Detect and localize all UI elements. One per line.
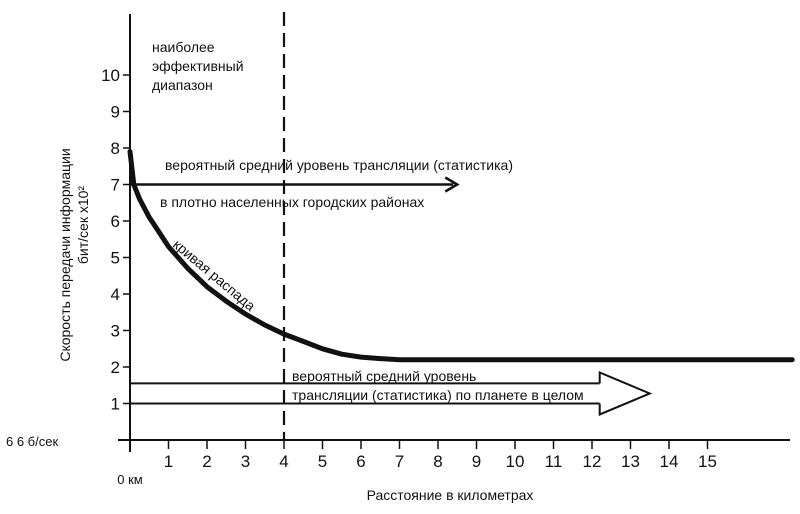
x-zero-label: 0 км (117, 472, 143, 487)
x-tick-label: 6 (356, 452, 365, 471)
axes (118, 14, 790, 452)
x-tick-label: 1 (164, 452, 173, 471)
y-tick-label: 6 (111, 212, 120, 231)
y-tick-label: 7 (111, 176, 120, 195)
x-tick-label: 3 (241, 452, 250, 471)
effective-range-label: диапазон (152, 77, 213, 93)
x-tick-label: 15 (698, 452, 717, 471)
y-axis-title-line1: Скорость передачи информации (57, 148, 73, 361)
x-axis-title: Расстояние в километрах (367, 487, 534, 503)
x-tick-label: 5 (318, 452, 327, 471)
x-tick-label: 7 (395, 452, 404, 471)
y-tick-label: 1 (111, 395, 120, 414)
x-tick-label: 2 (202, 452, 211, 471)
y-tick-label: 10 (101, 66, 120, 85)
y-tick-label: 8 (111, 139, 120, 158)
y-tick-label: 5 (111, 249, 120, 268)
global-level-label-2: трансляции (статистика) по планете в цел… (292, 387, 584, 403)
y-tick-label: 9 (111, 103, 120, 122)
effective-range-label: наиболее (152, 39, 215, 55)
y-baseline-label: 6 6 б/сек (6, 434, 58, 449)
y-tick-label: 4 (111, 285, 120, 304)
x-tick-label: 10 (506, 452, 525, 471)
decay-curve (127, 149, 795, 363)
global-arrow-head (598, 370, 653, 416)
global-level-label-1: вероятный средний уровень (292, 368, 476, 384)
x-tick-label: 11 (545, 452, 563, 471)
x-tick-label: 4 (279, 452, 288, 471)
y-axis-title-line2: бит/сек х10² (75, 186, 91, 265)
urban-level-arrow-head (444, 176, 460, 193)
x-tick-label: 14 (660, 452, 679, 471)
urban-level-label-1: вероятный средний уровень трансляции (ст… (165, 157, 513, 173)
decay-curve-label: кривая распада (170, 236, 259, 314)
x-tick-label: 9 (472, 452, 481, 471)
x-tick-label: 8 (433, 452, 442, 471)
urban-level-label-2: в плотно населенных городских районах (160, 194, 424, 210)
y-tick-label: 2 (111, 358, 120, 377)
x-tick-label: 12 (583, 452, 602, 471)
x-tick-label: 13 (621, 452, 640, 471)
y-tick-label: 3 (111, 322, 120, 341)
chart-marks (127, 12, 795, 440)
effective-range-label: эффективный (152, 58, 244, 74)
